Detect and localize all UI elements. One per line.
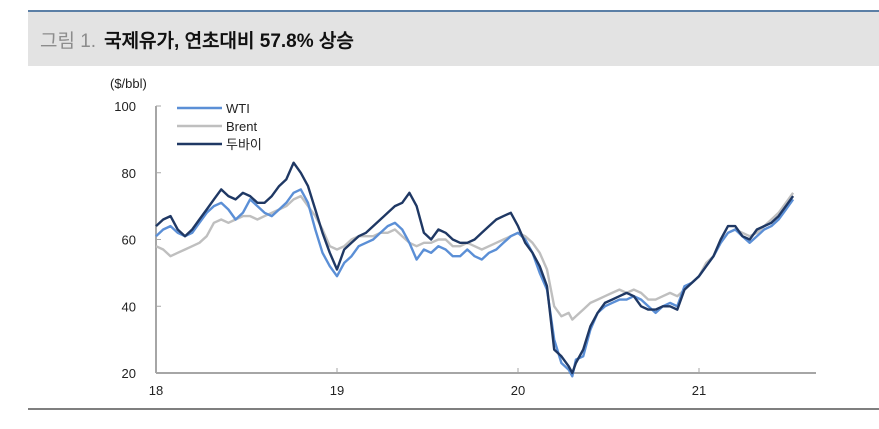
y-tick-label: 40	[122, 299, 136, 314]
series-line-wti	[155, 188, 795, 378]
y-tick-label: 60	[122, 233, 136, 248]
chart-legend: WTI Brent 두바이	[177, 101, 262, 152]
y-axis-unit-label: ($/bbl)	[110, 76, 147, 91]
bottom-rule	[28, 408, 879, 410]
series-line-dubai	[155, 161, 795, 375]
legend-label: 두바이	[226, 137, 262, 152]
legend-label: WTI	[226, 101, 250, 116]
y-tick-label: 100	[114, 99, 136, 114]
top-accent-rule	[28, 10, 879, 12]
chart-axes: 20 40 60 80 100 18 19 20 21	[114, 99, 816, 398]
figure-title: 그림 1. 국제유가, 연초대비 57.8% 상승	[40, 26, 354, 53]
x-tick-label: 19	[330, 383, 344, 398]
x-tick-label: 21	[692, 383, 706, 398]
legend-label: Brent	[226, 119, 257, 134]
figure-title-text: 국제유가, 연초대비 57.8% 상승	[104, 31, 354, 52]
figure-number: 그림 1.	[40, 31, 97, 52]
x-tick-label: 18	[149, 383, 163, 398]
y-tick-label: 20	[122, 366, 136, 381]
title-band	[28, 12, 879, 66]
x-tick-label: 20	[511, 383, 525, 398]
chart-series	[155, 161, 795, 378]
y-tick-label: 80	[122, 166, 136, 181]
